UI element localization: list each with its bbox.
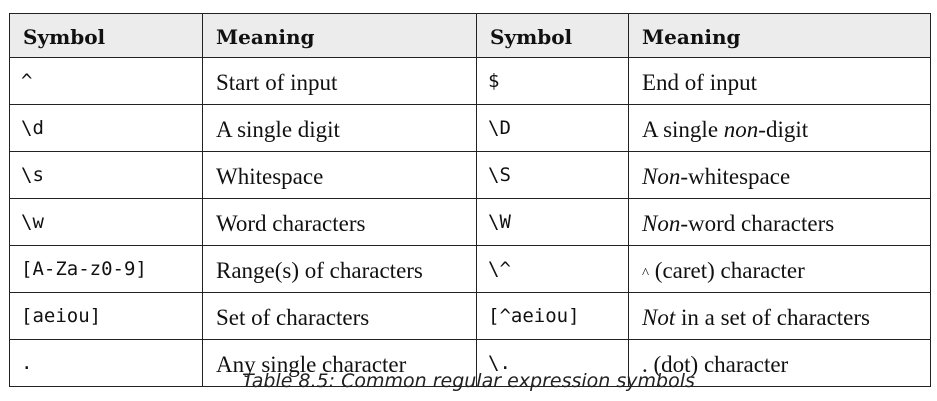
- header-symbol-right: Symbol: [476, 13, 629, 58]
- meaning-text: in a set of characters: [675, 305, 870, 330]
- meaning-cell: Non-whitespace: [628, 151, 931, 199]
- table-row: \w Word characters \W Non-word character…: [9, 198, 931, 246]
- meaning-text: -whitespace: [680, 164, 791, 189]
- symbol-cell: \s: [9, 151, 203, 199]
- table-row: ^ Start of input $ End of input: [9, 57, 931, 105]
- table-header-row: Symbol Meaning Symbol Meaning: [9, 13, 931, 58]
- header-meaning-left: Meaning: [202, 13, 477, 58]
- meaning-emphasis: Non: [642, 211, 681, 236]
- meaning-cell: End of input: [628, 57, 931, 105]
- symbol-cell: [A-Za-z0-9]: [9, 245, 203, 293]
- meaning-text: (caret) character: [649, 258, 805, 283]
- table-row: [A-Za-z0-9] Range(s) of characters \^ ^ …: [9, 245, 931, 293]
- header-meaning-right: Meaning: [628, 13, 931, 58]
- meaning-emphasis: Not: [642, 305, 676, 330]
- meaning-text: -digit: [758, 117, 809, 142]
- caret-glyph: ^: [642, 266, 650, 282]
- table-row: \s Whitespace \S Non-whitespace: [9, 151, 931, 199]
- symbol-cell: \S: [476, 151, 629, 199]
- meaning-cell: . (dot) character: [628, 339, 931, 387]
- symbol-cell: [aeiou]: [9, 292, 203, 340]
- symbol-cell: \^: [476, 245, 629, 293]
- meaning-emphasis: Non: [642, 164, 681, 189]
- symbol-cell: \D: [476, 104, 629, 152]
- table-row: [aeiou] Set of characters [^aeiou] Not i…: [9, 292, 931, 340]
- meaning-cell: Not in a set of characters: [628, 292, 931, 340]
- symbol-cell: \d: [9, 104, 203, 152]
- meaning-cell: A single non-digit: [628, 104, 931, 152]
- regex-symbols-table: Symbol Meaning Symbol Meaning ^ Start of…: [9, 13, 931, 387]
- meaning-text: -word characters: [680, 211, 835, 236]
- symbol-cell: ^: [9, 57, 203, 105]
- table-row: . Any single character \. . (dot) charac…: [9, 339, 931, 387]
- meaning-cell: Start of input: [202, 57, 477, 105]
- symbol-cell: \w: [9, 198, 203, 246]
- symbol-cell: \W: [476, 198, 629, 246]
- meaning-cell: Set of characters: [202, 292, 477, 340]
- meaning-cell: Word characters: [202, 198, 477, 246]
- meaning-cell: Non-word characters: [628, 198, 931, 246]
- meaning-text: . (dot) character: [642, 352, 789, 377]
- table-row: \d A single digit \D A single non-digit: [9, 104, 931, 152]
- symbol-cell: $: [476, 57, 629, 105]
- meaning-cell: ^ (caret) character: [628, 245, 931, 293]
- symbol-cell: [^aeiou]: [476, 292, 629, 340]
- symbol-cell: .: [9, 339, 203, 387]
- meaning-text: End of input: [642, 70, 757, 95]
- meaning-cell: Whitespace: [202, 151, 477, 199]
- meaning-cell: Range(s) of characters: [202, 245, 477, 293]
- header-symbol-left: Symbol: [9, 13, 203, 58]
- table-caption: Table 8.5: Common regular expression sym…: [242, 370, 695, 392]
- meaning-cell: A single digit: [202, 104, 477, 152]
- meaning-emphasis: non: [723, 117, 759, 142]
- meaning-text: A single: [642, 117, 724, 142]
